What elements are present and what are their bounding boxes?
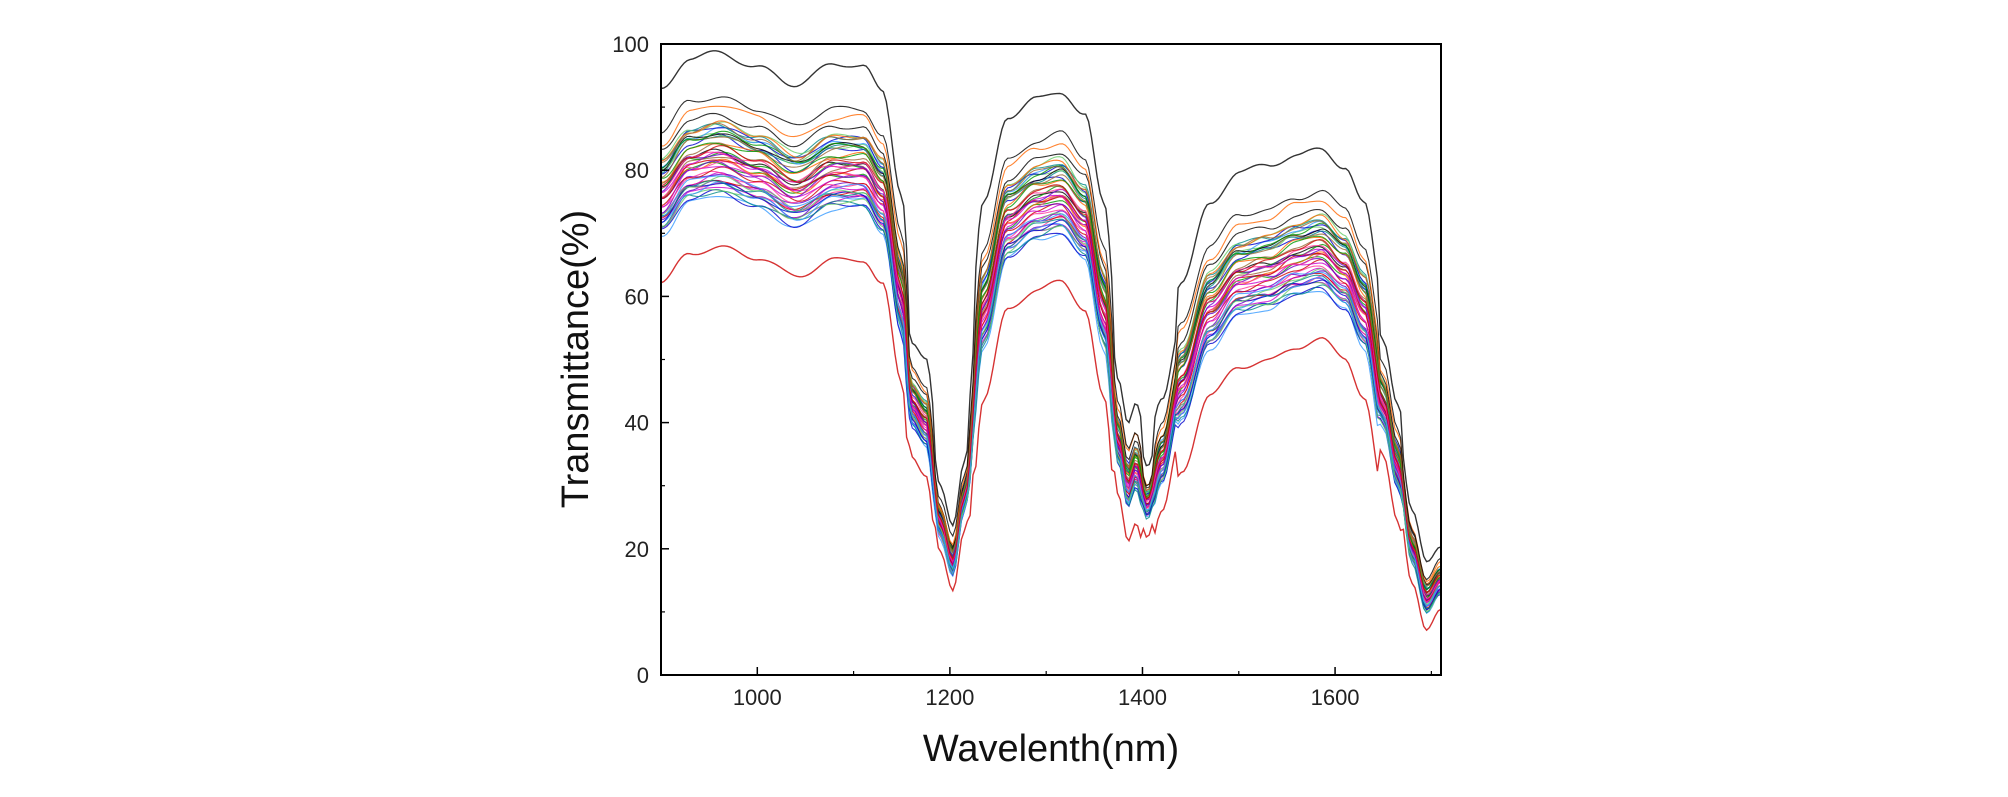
y-axis-ticks: 0 20 40 60 80 100 (612, 32, 669, 688)
spectrum-line-46 (660, 122, 1442, 587)
y-tick-label-100: 100 (612, 32, 649, 57)
y-tick-label-80: 80 (625, 158, 649, 183)
spectrum-line-20 (660, 173, 1442, 608)
spectrum-line-49 (660, 96, 1442, 581)
spectrum-line-32 (660, 160, 1442, 602)
spectrum-line-23 (661, 170, 1442, 607)
y-tick-label-60: 60 (625, 284, 649, 309)
x-tick-label-1000: 1000 (733, 685, 782, 710)
spectrum-line-27 (660, 189, 1442, 611)
spectrum-line-18 (660, 123, 1442, 589)
spectrum-line-39 (660, 182, 1442, 611)
spectrum-line-38 (661, 159, 1442, 602)
x-tick-label-1400: 1400 (1118, 685, 1167, 710)
spectrum-line-19 (660, 143, 1442, 596)
spectrum-line-4 (661, 161, 1442, 603)
spectrum-line-31 (660, 120, 1442, 585)
spectrum-line-47 (660, 151, 1442, 600)
spectrum-line-50 (660, 145, 1442, 594)
x-tick-label-1200: 1200 (925, 685, 974, 710)
spectrum-line-2 (660, 245, 1442, 632)
series-layer (660, 50, 1442, 632)
spectrum-line-42 (660, 180, 1442, 610)
spectrum-line-8 (660, 179, 1442, 607)
spectrum-line-22 (660, 142, 1442, 593)
spectrum-line-15 (660, 127, 1442, 591)
spectrum-line-1 (660, 50, 1442, 563)
y-tick-label-20: 20 (625, 537, 649, 562)
spectrum-line-35 (660, 161, 1442, 603)
spectrum-line-21 (660, 121, 1442, 588)
x-tick-label-1600: 1600 (1311, 685, 1360, 710)
spectrum-line-34 (660, 136, 1442, 594)
y-axis-label: Transmittance(%) (555, 210, 597, 508)
spectrum-line-25 (660, 133, 1442, 594)
y-tick-label-0: 0 (637, 663, 649, 688)
y-tick-label-40: 40 (625, 411, 649, 436)
spectrum-line-28 (660, 142, 1442, 597)
spectrum-line-29 (660, 166, 1442, 604)
spectrum-line-37 (660, 112, 1442, 586)
x-axis-ticks: 1000 1200 1400 1600 (660, 667, 1432, 710)
spectrum-line-48 (660, 175, 1442, 607)
x-axis-label: Wavelenth(nm) (923, 728, 1179, 770)
spectrum-line-43 (660, 105, 1442, 583)
spectrum-line-3 (660, 133, 1442, 590)
spectrum-line-11 (660, 181, 1442, 611)
spectrum-line-7 (660, 158, 1442, 600)
spectrum-line-41 (660, 151, 1442, 596)
spectrum-line-13 (660, 148, 1442, 597)
spectrum-line-36 (660, 181, 1442, 606)
